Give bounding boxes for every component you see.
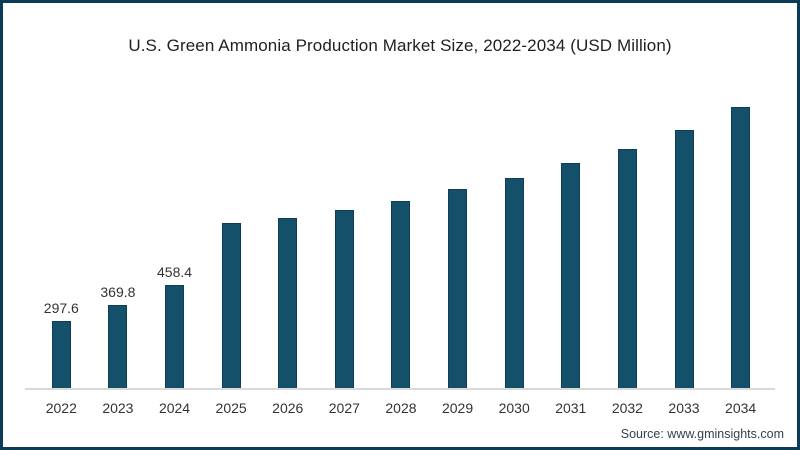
x-axis-baseline <box>25 388 775 390</box>
bar <box>391 201 411 388</box>
chart-title: U.S. Green Ammonia Production Market Siz… <box>128 36 672 55</box>
x-tick-label: 2025 <box>215 400 247 416</box>
bar <box>731 107 751 388</box>
bar-column <box>373 201 430 388</box>
source-note: Source: www.gminsights.com <box>620 427 784 441</box>
bar <box>221 223 241 388</box>
plot-area: 297.6 369.8 458.4 <box>33 3 769 388</box>
x-tick-label: 2022 <box>45 400 77 416</box>
bar-value-label: 369.8 <box>100 284 136 300</box>
bar <box>334 210 354 388</box>
bar-column <box>429 189 486 388</box>
x-tick-label: 2024 <box>158 400 191 416</box>
bar-column <box>712 107 769 388</box>
bar-value-label: 458.4 <box>157 264 193 280</box>
x-tick-label: 2034 <box>725 400 757 416</box>
bar <box>504 178 524 388</box>
bar <box>674 130 694 388</box>
x-tick-label: 2033 <box>668 400 700 416</box>
bar-column: 458.4 <box>146 264 203 388</box>
x-tick-label: 2026 <box>272 400 304 416</box>
bar-column <box>656 130 713 388</box>
bar <box>448 189 468 388</box>
bar <box>108 305 128 388</box>
bar <box>617 149 637 388</box>
bar-column <box>599 149 656 388</box>
bar <box>561 163 581 388</box>
bar <box>278 218 298 388</box>
bar-column <box>316 210 373 388</box>
x-axis: 2022 2023 2024 2025 2026 2027 2028 2029 2030 2031… <box>33 400 769 416</box>
bar-column <box>542 163 599 388</box>
x-tick-label: 2023 <box>102 400 134 416</box>
bar-value-label: 297.6 <box>43 300 79 316</box>
x-tick-label: 2032 <box>611 400 643 416</box>
x-tick-label: 2028 <box>385 400 417 416</box>
bar <box>51 321 71 388</box>
bar-column: 297.6 <box>33 300 90 388</box>
bar-column: 369.8 <box>90 284 147 388</box>
bar-column <box>203 223 260 388</box>
x-tick-label: 2031 <box>555 400 587 416</box>
bar-column <box>259 218 316 388</box>
bar-column <box>486 178 543 388</box>
bar <box>165 285 185 388</box>
x-tick-label: 2030 <box>498 400 530 416</box>
x-tick-label: 2029 <box>441 400 474 416</box>
x-tick-label: 2027 <box>328 400 360 416</box>
